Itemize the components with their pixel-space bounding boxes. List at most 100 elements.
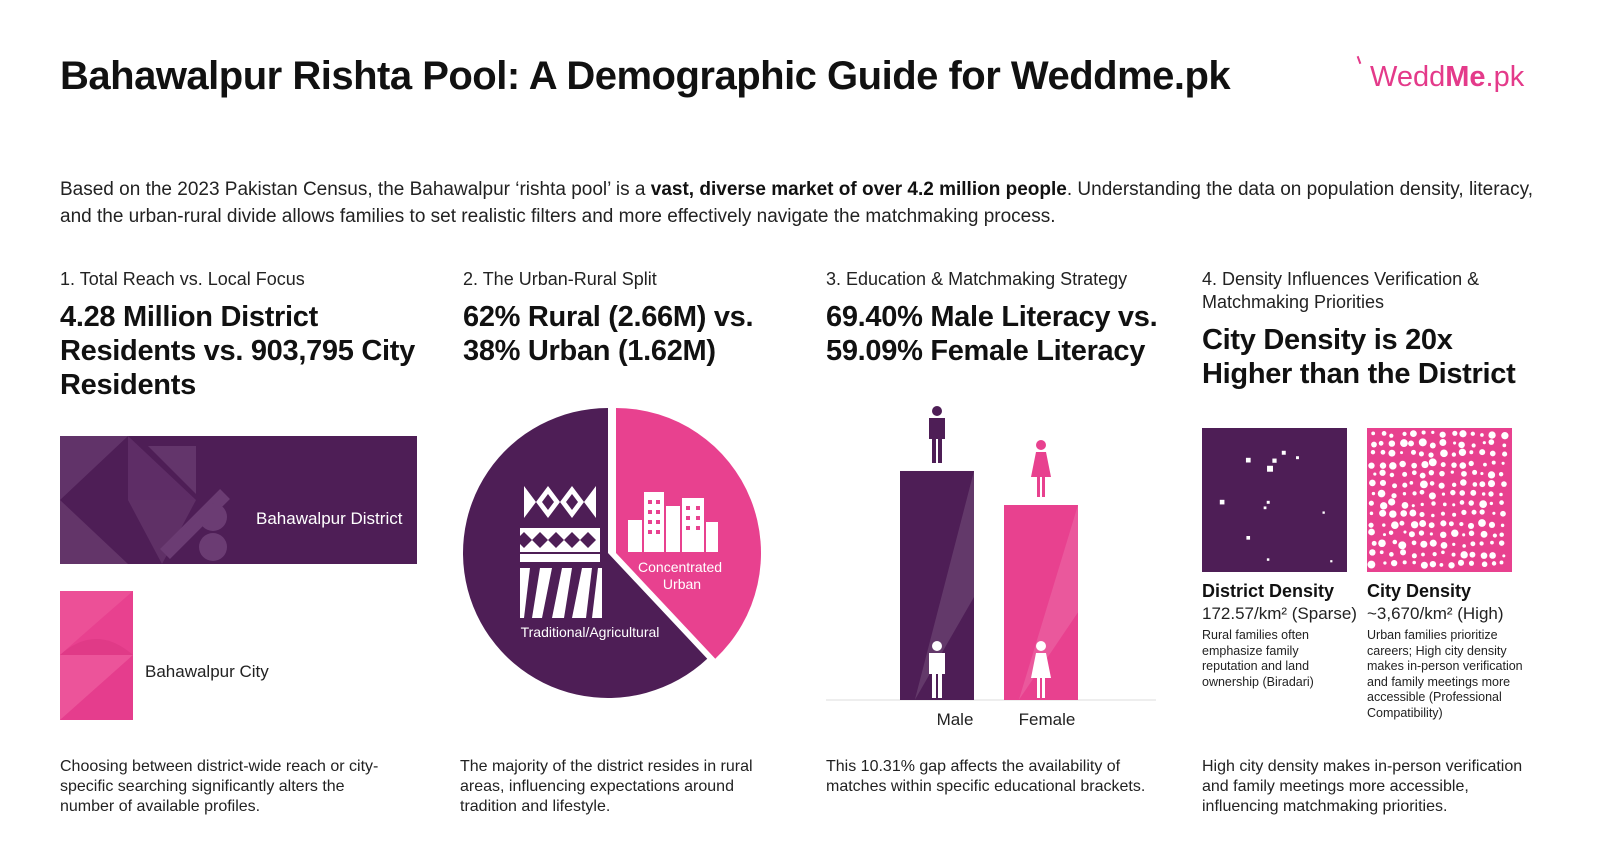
city-dot bbox=[1379, 479, 1387, 486]
city-dot bbox=[1391, 521, 1399, 530]
city-dot bbox=[1419, 520, 1427, 528]
district-dot bbox=[1219, 499, 1225, 505]
city-dot bbox=[1498, 471, 1504, 477]
city-dot bbox=[1448, 521, 1454, 527]
female-bar-label: Female bbox=[1018, 710, 1076, 729]
city-dot bbox=[1472, 482, 1478, 487]
male-white-icon bbox=[929, 641, 945, 698]
city-skyline-icon bbox=[628, 492, 718, 552]
city-dot bbox=[1412, 491, 1417, 496]
city-dot bbox=[1381, 431, 1387, 436]
city-dot bbox=[1409, 509, 1417, 517]
city-dot bbox=[1368, 462, 1375, 469]
city-dot bbox=[1429, 532, 1433, 536]
city-dot bbox=[1389, 462, 1397, 470]
literacy-bar-chart bbox=[826, 405, 1156, 701]
intro-part1: Based on the 2023 Pakistan Census, the B… bbox=[60, 179, 651, 200]
city-dot bbox=[1470, 431, 1475, 436]
city-dot bbox=[1428, 469, 1435, 476]
city-dot bbox=[1470, 541, 1476, 547]
city-dot bbox=[1501, 481, 1507, 487]
city-dot bbox=[1411, 462, 1418, 469]
city-dot bbox=[1371, 540, 1377, 546]
district-dot bbox=[1245, 457, 1251, 463]
city-dot bbox=[1499, 492, 1503, 497]
intro-part2: . Understanding the data on population d… bbox=[60, 179, 1533, 227]
city-dot bbox=[1451, 482, 1457, 488]
district-dot bbox=[1246, 536, 1251, 540]
city-density-value: ~3,670/km² (High) bbox=[1367, 604, 1504, 623]
city-dot bbox=[1431, 513, 1435, 518]
city-dot bbox=[1402, 431, 1407, 436]
city-dot bbox=[1390, 559, 1398, 567]
city-dot bbox=[1450, 470, 1454, 474]
city-dot bbox=[1470, 489, 1477, 496]
city-dot bbox=[1428, 522, 1435, 529]
district-density-note: Rural families often emphasize family re… bbox=[1202, 628, 1314, 689]
city-dot bbox=[1379, 462, 1387, 469]
city-dot bbox=[1419, 472, 1426, 479]
section-2-headline: 62% Rural (2.66M) vs. 38% Urban (1.62M) bbox=[463, 301, 754, 367]
city-dot bbox=[1498, 540, 1505, 546]
city-dot bbox=[1402, 492, 1407, 496]
city-dot bbox=[1367, 560, 1376, 569]
city-population-bar bbox=[60, 591, 133, 720]
city-dot bbox=[1389, 510, 1397, 518]
city-dot bbox=[1428, 458, 1437, 467]
city-dot bbox=[1462, 533, 1466, 537]
logo-bold: Me bbox=[1445, 61, 1486, 93]
city-dot bbox=[1373, 472, 1377, 476]
city-dot bbox=[1411, 504, 1415, 508]
city-dot bbox=[1411, 540, 1417, 546]
city-dot bbox=[1399, 520, 1405, 526]
city-dot bbox=[1487, 479, 1496, 488]
city-dot bbox=[1431, 501, 1436, 506]
city-dot bbox=[1452, 512, 1457, 517]
city-dot bbox=[1452, 503, 1456, 507]
rural-slice-label: Traditional/Agricultural bbox=[521, 624, 660, 640]
city-dot bbox=[1502, 451, 1508, 457]
city-dot bbox=[1460, 551, 1468, 559]
city-dot bbox=[1500, 510, 1506, 517]
city-dot bbox=[1400, 451, 1404, 455]
district-density-value: 172.57/km² (Sparse) bbox=[1202, 604, 1357, 623]
city-dot bbox=[1418, 438, 1427, 447]
city-dot bbox=[1421, 552, 1425, 557]
district-density-dots bbox=[1219, 450, 1333, 563]
city-dot bbox=[1458, 448, 1467, 457]
logo-prefix: Wedd bbox=[1370, 61, 1446, 93]
city-dot bbox=[1488, 431, 1496, 439]
city-dot bbox=[1471, 443, 1476, 448]
district-bar-pattern bbox=[60, 436, 230, 564]
weddme-logo[interactable]: WeddMe.pk bbox=[1370, 61, 1524, 94]
district-bar-label: Bahawalpur District bbox=[256, 509, 403, 528]
city-dot bbox=[1488, 491, 1494, 497]
page-title: Bahawalpur Rishta Pool: A Demographic Gu… bbox=[60, 54, 1231, 98]
city-dot bbox=[1451, 529, 1459, 537]
city-dot bbox=[1400, 439, 1408, 447]
city-dot bbox=[1489, 501, 1494, 506]
section-4-headline: City Density is 20x Higher than the Dist… bbox=[1202, 324, 1516, 390]
city-dot bbox=[1382, 523, 1386, 527]
city-dot bbox=[1440, 511, 1446, 516]
city-dot bbox=[1410, 430, 1417, 438]
logo-accent bbox=[1356, 55, 1362, 65]
female-white-icon bbox=[1031, 641, 1051, 698]
city-dot bbox=[1440, 449, 1448, 458]
city-dot bbox=[1488, 521, 1496, 528]
city-dot bbox=[1392, 539, 1398, 545]
city-dot bbox=[1481, 492, 1486, 496]
district-dot bbox=[1267, 465, 1273, 472]
city-dot bbox=[1478, 519, 1486, 527]
district-dot bbox=[1296, 456, 1299, 460]
city-dot bbox=[1482, 441, 1486, 445]
city-dot bbox=[1370, 450, 1376, 455]
city-dot bbox=[1460, 479, 1467, 486]
city-dot bbox=[1369, 549, 1376, 556]
city-dot bbox=[1439, 563, 1444, 567]
city-dot bbox=[1421, 430, 1426, 435]
city-dot bbox=[1420, 540, 1428, 548]
city-dot bbox=[1461, 509, 1467, 516]
city-dot bbox=[1391, 493, 1397, 499]
city-dot bbox=[1440, 531, 1447, 539]
